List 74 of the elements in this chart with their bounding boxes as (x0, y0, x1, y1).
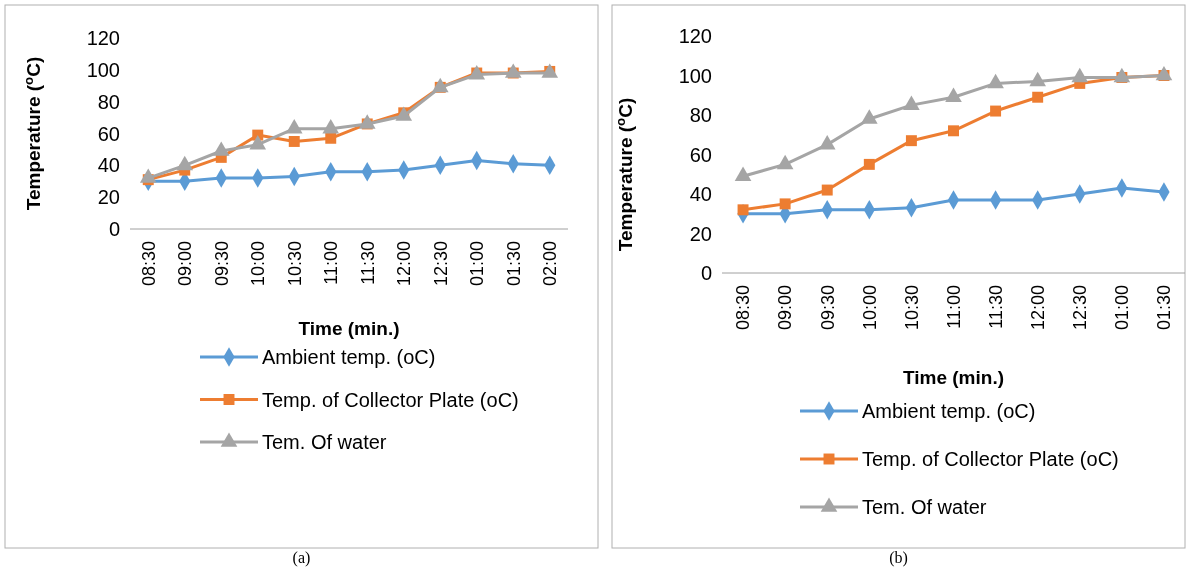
point (734, 166, 752, 182)
x-tick-label: 12:30 (1070, 285, 1091, 331)
point (249, 135, 267, 150)
point (945, 87, 962, 103)
x-axis-title: Time (min.) (298, 318, 400, 339)
point (818, 135, 836, 150)
text: (b) (889, 549, 908, 567)
point (1032, 91, 1044, 103)
legend-label: Ambient temp. (oC) (262, 346, 436, 368)
y-tick-label: 20 (689, 222, 712, 245)
point (948, 125, 959, 137)
point (504, 63, 522, 78)
y-tick-label: 40 (97, 154, 120, 177)
y-tick-label: 20 (97, 186, 120, 209)
point (779, 198, 791, 210)
point (285, 119, 303, 134)
y-tick-label: 120 (678, 25, 712, 47)
x-tick-label: 11:00 (943, 285, 964, 329)
point (1155, 65, 1173, 81)
legend-label: Tem. Of water (862, 496, 987, 518)
x-tick-label: 11:30 (357, 241, 378, 285)
x-tick-label: 09:00 (175, 241, 196, 287)
point (1029, 71, 1047, 87)
point (288, 135, 300, 147)
point (863, 158, 875, 170)
y-tick-label: 120 (86, 27, 120, 49)
x-tick-label: 01:00 (1112, 285, 1133, 331)
y-tick-label: 40 (689, 183, 712, 205)
x-tick-label: 08:30 (733, 285, 754, 331)
point (821, 184, 833, 196)
y-tick-label: 100 (678, 64, 712, 87)
x-tick-label: 09:00 (775, 285, 796, 331)
legend-label: Temp. of Collector Plate (oC) (862, 448, 1119, 470)
x-tick-label: 01:30 (503, 241, 524, 287)
x-axis-title: Time (min.) (903, 367, 1004, 388)
point (1113, 67, 1131, 83)
x-tick-label: 11:30 (985, 285, 1006, 329)
point (776, 154, 794, 170)
y-tick-label: 60 (97, 122, 120, 145)
y-tick-label: 0 (108, 218, 120, 240)
y-tick-label: 80 (689, 104, 712, 126)
y-tick-label: 80 (97, 90, 120, 113)
x-tick-label: 09:30 (211, 241, 232, 287)
x-tick-label: 01:00 (467, 241, 488, 287)
point (860, 109, 878, 124)
point (987, 73, 1004, 89)
x-tick-label: 08:30 (138, 241, 159, 287)
x-tick-label: 09:30 (817, 285, 838, 331)
point (990, 105, 1002, 117)
legend-label: Temp. of Collector Plate (oC) (262, 388, 519, 411)
y-tick-label: 100 (86, 58, 120, 81)
x-tick-label: 10:30 (284, 241, 305, 287)
point (1071, 67, 1089, 83)
point (322, 119, 340, 134)
x-tick-label: 12:30 (430, 241, 451, 287)
x-tick-label: 12:00 (1027, 285, 1048, 331)
point (905, 135, 917, 147)
point (903, 95, 920, 110)
point (325, 132, 337, 144)
legend-label: Ambient temp. (oC) (862, 400, 1036, 422)
point (358, 114, 376, 129)
point (737, 204, 749, 216)
x-tick-label: 10:30 (901, 285, 922, 331)
x-tick-label: 02:00 (540, 241, 561, 287)
point (431, 77, 449, 93)
legend-label: Tem. Of water (262, 431, 387, 453)
x-tick-label: 01:30 (1154, 285, 1175, 331)
x-tick-label: 10:00 (248, 241, 269, 287)
x-tick-label: 10:00 (859, 285, 880, 331)
text: (a) (292, 549, 311, 567)
y-tick-label: 60 (689, 143, 712, 166)
x-tick-label: 12:00 (394, 241, 415, 287)
x-tick-label: 11:00 (321, 241, 342, 285)
y-tick-label: 0 (700, 262, 712, 284)
